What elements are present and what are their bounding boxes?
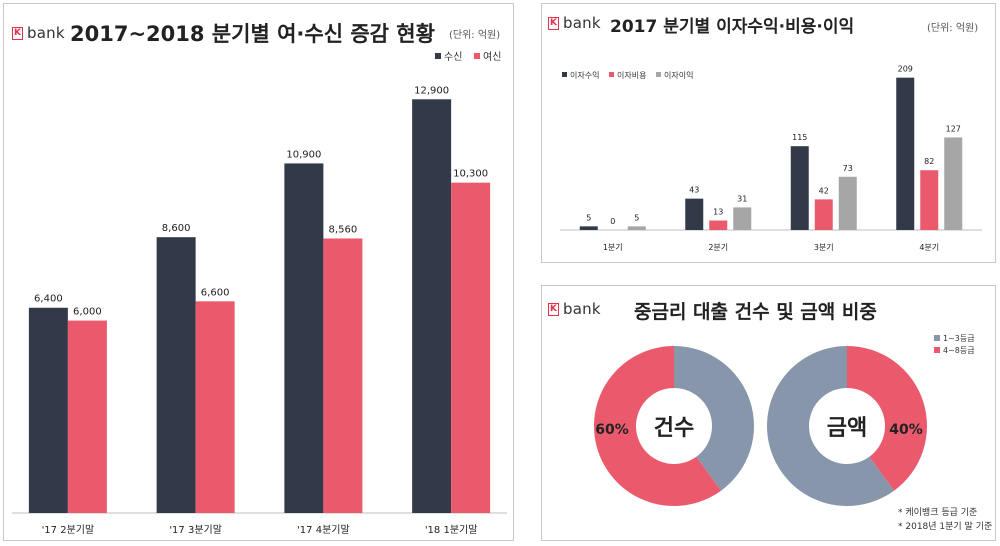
kbank-logo: K bank [548,300,601,318]
bar-여신 [195,301,235,513]
data-label: 42 [819,186,829,195]
bar-이자수익 [579,226,598,230]
donut-center-label: 건수 [654,416,694,441]
bar-여신 [67,320,107,513]
kbank-logo: K bank [12,24,65,42]
data-label: 12,900 [414,85,449,96]
bar-이자수익 [685,198,704,230]
bar-이자비용 [920,170,939,230]
bar-수신 [28,307,68,513]
kbank-logo: K bank [548,14,601,32]
tick-label: 4분기 [919,243,939,252]
deposit-loan-bar-chart: 6,400 6,000 '17 2분기말 8,600 6,600 '17 3분기말 10,9… [12,51,507,536]
legend-label: 4~8등급 [943,346,975,355]
chart-title: 2017 분기별 이자수익·비용·이익 [610,17,855,37]
data-label: 209 [898,65,913,74]
bar-이자이익 [733,207,752,230]
donut-percent-label: 40% [889,422,923,438]
bar-이자수익 [790,146,809,230]
bar-이자수익 [896,77,915,230]
data-label: 6,000 [73,307,102,318]
interest-chart-panel: K bank 2017 분기별 이자수익·비용·이익 (단위: 억원) 5 0 5 1… [541,3,996,263]
legend-label: 1~3등급 [943,334,975,343]
data-label: 73 [843,164,853,173]
bar-이자비용 [709,220,728,230]
data-label: 31 [737,194,747,203]
legend-swatch-이자수익 [562,72,567,77]
tick-label: 3분기 [814,243,834,252]
donut-slice-1~3등급 [674,346,754,491]
tick-label: '17 4분기말 [297,524,350,536]
bar-여신 [451,182,491,513]
data-label: 5 [586,213,591,222]
bar-수신 [412,99,452,514]
tick-label: 2분기 [708,243,728,252]
legend-label: 이자비용 [617,70,646,80]
bar-이자이익 [627,226,646,230]
data-label: 8,600 [162,223,191,234]
donut-slice-4~8등급 [847,346,927,491]
legend-swatch-이자비용 [609,72,614,77]
legend-swatch [934,335,940,341]
donut-slice-1~3등급 [767,346,895,506]
chart-title: 중금리 대출 건수 및 금액 비중 [634,301,877,323]
bar-이자이익 [944,137,963,230]
data-label: 10,900 [286,149,321,160]
legend-swatch-수신 [435,53,441,59]
chart-unit: (단위: 억원) [927,23,979,34]
data-label: 5 [634,213,639,222]
data-label: 13 [713,208,723,217]
legend-swatch-이자이익 [656,72,661,77]
chart-unit: (단위: 억원) [449,30,501,41]
legend-label: 이자수익 [570,70,599,80]
data-label: 10,300 [453,169,488,180]
footnote-date: * 2018년 1분기 말 기준 [898,522,993,532]
data-label: 115 [792,133,807,142]
bar-수신 [284,163,324,513]
donut-percent-label: 60% [595,422,629,438]
chart-title: 2017~2018 분기별 여·수신 증감 현황 [70,22,435,46]
bar-수신 [156,237,196,513]
donut-slice-4~8등급 [594,346,722,506]
legend-label: 이자이익 [664,70,693,80]
data-label: 0 [610,217,615,226]
data-label: 43 [689,186,699,195]
deposit-loan-chart-panel: K bank 2017~2018 분기별 여·수신 증감 현황 (단위: 억원)… [3,3,514,541]
legend-label: 수신 [444,51,462,63]
tick-label: '17 3분기말 [169,524,222,536]
data-label: 82 [924,157,934,166]
data-label: 6,600 [201,287,230,298]
legend-label: 여신 [483,51,501,63]
tick-label: '17 2분기말 [42,524,95,536]
tick-label: '18 1분기말 [425,524,478,536]
donut-center-label: 금액 [827,416,867,441]
data-label: 8,560 [329,224,358,235]
bar-여신 [323,238,363,513]
legend-swatch-여신 [474,53,480,59]
footnote-grade: * 케이뱅크 등급 기준 [898,508,978,518]
tick-label: 1분기 [603,243,623,252]
data-label: 127 [946,124,961,133]
data-label: 6,400 [34,294,63,305]
bar-이자이익 [838,176,857,230]
legend-swatch [934,347,940,353]
interest-bar-chart: 5 0 5 1분기 43 13 31 2분기 115 42 73 3분기 209 82 127 4분기 이자수익… [560,65,982,252]
bar-이자비용 [814,199,833,230]
